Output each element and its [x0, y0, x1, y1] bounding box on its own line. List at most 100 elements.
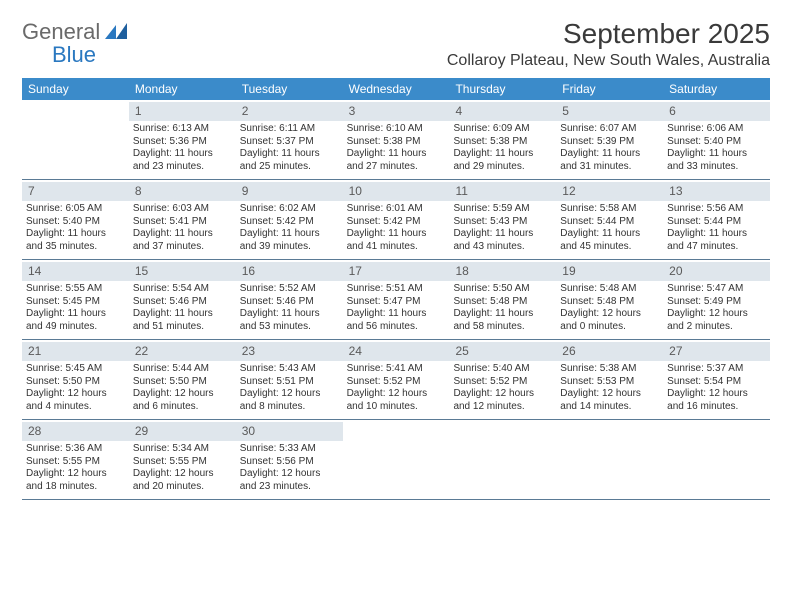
- day-number: 17: [343, 262, 450, 281]
- sunset-line: Sunset: 5:52 PM: [453, 376, 552, 389]
- day-cell: 9Sunrise: 6:02 AMSunset: 5:42 PMDaylight…: [236, 180, 343, 259]
- sunrise-line: Sunrise: 6:05 AM: [26, 203, 125, 216]
- sunset-line: Sunset: 5:40 PM: [667, 136, 766, 149]
- day-number: 28: [22, 422, 129, 441]
- day-number: 11: [449, 182, 556, 201]
- sunrise-line: Sunrise: 6:07 AM: [560, 123, 659, 136]
- day-number: 14: [22, 262, 129, 281]
- sunrise-line: Sunrise: 5:55 AM: [26, 283, 125, 296]
- daylight-line: Daylight: 12 hours and 4 minutes.: [26, 388, 125, 413]
- day-number: 15: [129, 262, 236, 281]
- sunset-line: Sunset: 5:44 PM: [667, 216, 766, 229]
- daylight-line: Daylight: 11 hours and 23 minutes.: [133, 148, 232, 173]
- logo-line1: General: [22, 19, 100, 44]
- day-cell: 16Sunrise: 5:52 AMSunset: 5:46 PMDayligh…: [236, 260, 343, 339]
- day-cell: 22Sunrise: 5:44 AMSunset: 5:50 PMDayligh…: [129, 340, 236, 419]
- sunrise-line: Sunrise: 5:34 AM: [133, 443, 232, 456]
- daylight-line: Daylight: 12 hours and 14 minutes.: [560, 388, 659, 413]
- daylight-line: Daylight: 12 hours and 20 minutes.: [133, 468, 232, 493]
- day-number: 5: [556, 102, 663, 121]
- week-row: 21Sunrise: 5:45 AMSunset: 5:50 PMDayligh…: [22, 340, 770, 420]
- sunset-line: Sunset: 5:38 PM: [347, 136, 446, 149]
- weekday-header: Wednesday: [343, 78, 450, 100]
- logo-mark-icon: [105, 26, 127, 43]
- day-cell: [343, 420, 450, 499]
- sunset-line: Sunset: 5:49 PM: [667, 296, 766, 309]
- daylight-line: Daylight: 11 hours and 53 minutes.: [240, 308, 339, 333]
- sunrise-line: Sunrise: 6:11 AM: [240, 123, 339, 136]
- day-cell: 1Sunrise: 6:13 AMSunset: 5:36 PMDaylight…: [129, 100, 236, 179]
- header: General Blue September 2025 Collaroy Pla…: [22, 18, 770, 70]
- daylight-line: Daylight: 12 hours and 16 minutes.: [667, 388, 766, 413]
- day-cell: [22, 100, 129, 179]
- day-number: [556, 422, 663, 440]
- day-cell: 5Sunrise: 6:07 AMSunset: 5:39 PMDaylight…: [556, 100, 663, 179]
- sunset-line: Sunset: 5:37 PM: [240, 136, 339, 149]
- day-cell: 28 Sunrise: 5:36 AMSunset: 5:55 PMDayligh…: [22, 420, 129, 499]
- day-cell: 7Sunrise: 6:05 AMSunset: 5:40 PMDaylight…: [22, 180, 129, 259]
- weekday-header: Monday: [129, 78, 236, 100]
- sunrise-line: Sunrise: 5:36 AM: [26, 443, 125, 456]
- day-cell: 30Sunrise: 5:33 AMSunset: 5:56 PMDayligh…: [236, 420, 343, 499]
- week-row: 28Sunrise: 5:36 AMSunset: 5:55 PMDayligh…: [22, 420, 770, 500]
- day-cell: [556, 420, 663, 499]
- day-cell: 20Sunrise: 5:47 AMSunset: 5:49 PMDayligh…: [663, 260, 770, 339]
- day-number: 12: [556, 182, 663, 201]
- day-cell: 21Sunrise: 5:45 AMSunset: 5:50 PMDayligh…: [22, 340, 129, 419]
- sunset-line: Sunset: 5:55 PM: [26, 456, 125, 469]
- daylight-line: Daylight: 11 hours and 39 minutes.: [240, 228, 339, 253]
- day-cell: 10Sunrise: 6:01 AMSunset: 5:42 PMDayligh…: [343, 180, 450, 259]
- sunset-line: Sunset: 5:40 PM: [26, 216, 125, 229]
- daylight-line: Daylight: 12 hours and 8 minutes.: [240, 388, 339, 413]
- day-cell: 19Sunrise: 5:48 AMSunset: 5:48 PMDayligh…: [556, 260, 663, 339]
- sunrise-line: Sunrise: 5:43 AM: [240, 363, 339, 376]
- sunrise-line: Sunrise: 5:50 AM: [453, 283, 552, 296]
- day-cell: 4Sunrise: 6:09 AMSunset: 5:38 PMDaylight…: [449, 100, 556, 179]
- weekday-header: Thursday: [449, 78, 556, 100]
- daylight-line: Daylight: 11 hours and 31 minutes.: [560, 148, 659, 173]
- day-cell: 23 Sunrise: 5:43 AMSunset: 5:51 PMDayligh…: [236, 340, 343, 419]
- day-cell: 11Sunrise: 5:59 AMSunset: 5:43 PMDayligh…: [449, 180, 556, 259]
- daylight-line: Daylight: 11 hours and 49 minutes.: [26, 308, 125, 333]
- day-number: 7: [22, 182, 129, 201]
- day-number: 25: [449, 342, 556, 361]
- sunrise-line: Sunrise: 6:13 AM: [133, 123, 232, 136]
- daylight-line: Daylight: 11 hours and 56 minutes.: [347, 308, 446, 333]
- sunset-line: Sunset: 5:42 PM: [347, 216, 446, 229]
- weeks-container: 1Sunrise: 6:13 AMSunset: 5:36 PMDaylight…: [22, 100, 770, 500]
- daylight-line: Daylight: 11 hours and 33 minutes.: [667, 148, 766, 173]
- sunrise-line: Sunrise: 5:44 AM: [133, 363, 232, 376]
- weekday-header: Friday: [556, 78, 663, 100]
- day-number: 16: [236, 262, 343, 281]
- day-number: 4: [449, 102, 556, 121]
- day-number: 23: [236, 342, 343, 361]
- sunset-line: Sunset: 5:47 PM: [347, 296, 446, 309]
- daylight-line: Daylight: 12 hours and 18 minutes.: [26, 468, 125, 493]
- day-number: 22: [129, 342, 236, 361]
- daylight-line: Daylight: 11 hours and 45 minutes.: [560, 228, 659, 253]
- sunset-line: Sunset: 5:45 PM: [26, 296, 125, 309]
- day-cell: 2Sunrise: 6:11 AMSunset: 5:37 PMDaylight…: [236, 100, 343, 179]
- day-number: 27: [663, 342, 770, 361]
- day-cell: 14 Sunrise: 5:55 AMSunset: 5:45 PMDayligh…: [22, 260, 129, 339]
- sunrise-line: Sunrise: 6:10 AM: [347, 123, 446, 136]
- sunset-line: Sunset: 5:52 PM: [347, 376, 446, 389]
- sunset-line: Sunset: 5:50 PM: [133, 376, 232, 389]
- sunrise-line: Sunrise: 5:38 AM: [560, 363, 659, 376]
- day-number: 21: [22, 342, 129, 361]
- day-number: 30: [236, 422, 343, 441]
- day-cell: 26Sunrise: 5:38 AMSunset: 5:53 PMDayligh…: [556, 340, 663, 419]
- sunrise-line: Sunrise: 6:01 AM: [347, 203, 446, 216]
- daylight-line: Daylight: 11 hours and 25 minutes.: [240, 148, 339, 173]
- sunset-line: Sunset: 5:51 PM: [240, 376, 339, 389]
- title-block: September 2025 Collaroy Plateau, New Sou…: [447, 18, 770, 70]
- calendar: SundayMondayTuesdayWednesdayThursdayFrid…: [22, 78, 770, 500]
- daylight-line: Daylight: 12 hours and 0 minutes.: [560, 308, 659, 333]
- sunrise-line: Sunrise: 5:48 AM: [560, 283, 659, 296]
- daylight-line: Daylight: 11 hours and 51 minutes.: [133, 308, 232, 333]
- logo-line2: Blue: [52, 42, 127, 68]
- sunset-line: Sunset: 5:53 PM: [560, 376, 659, 389]
- daylight-line: Daylight: 11 hours and 41 minutes.: [347, 228, 446, 253]
- day-number: [449, 422, 556, 440]
- sunrise-line: Sunrise: 6:03 AM: [133, 203, 232, 216]
